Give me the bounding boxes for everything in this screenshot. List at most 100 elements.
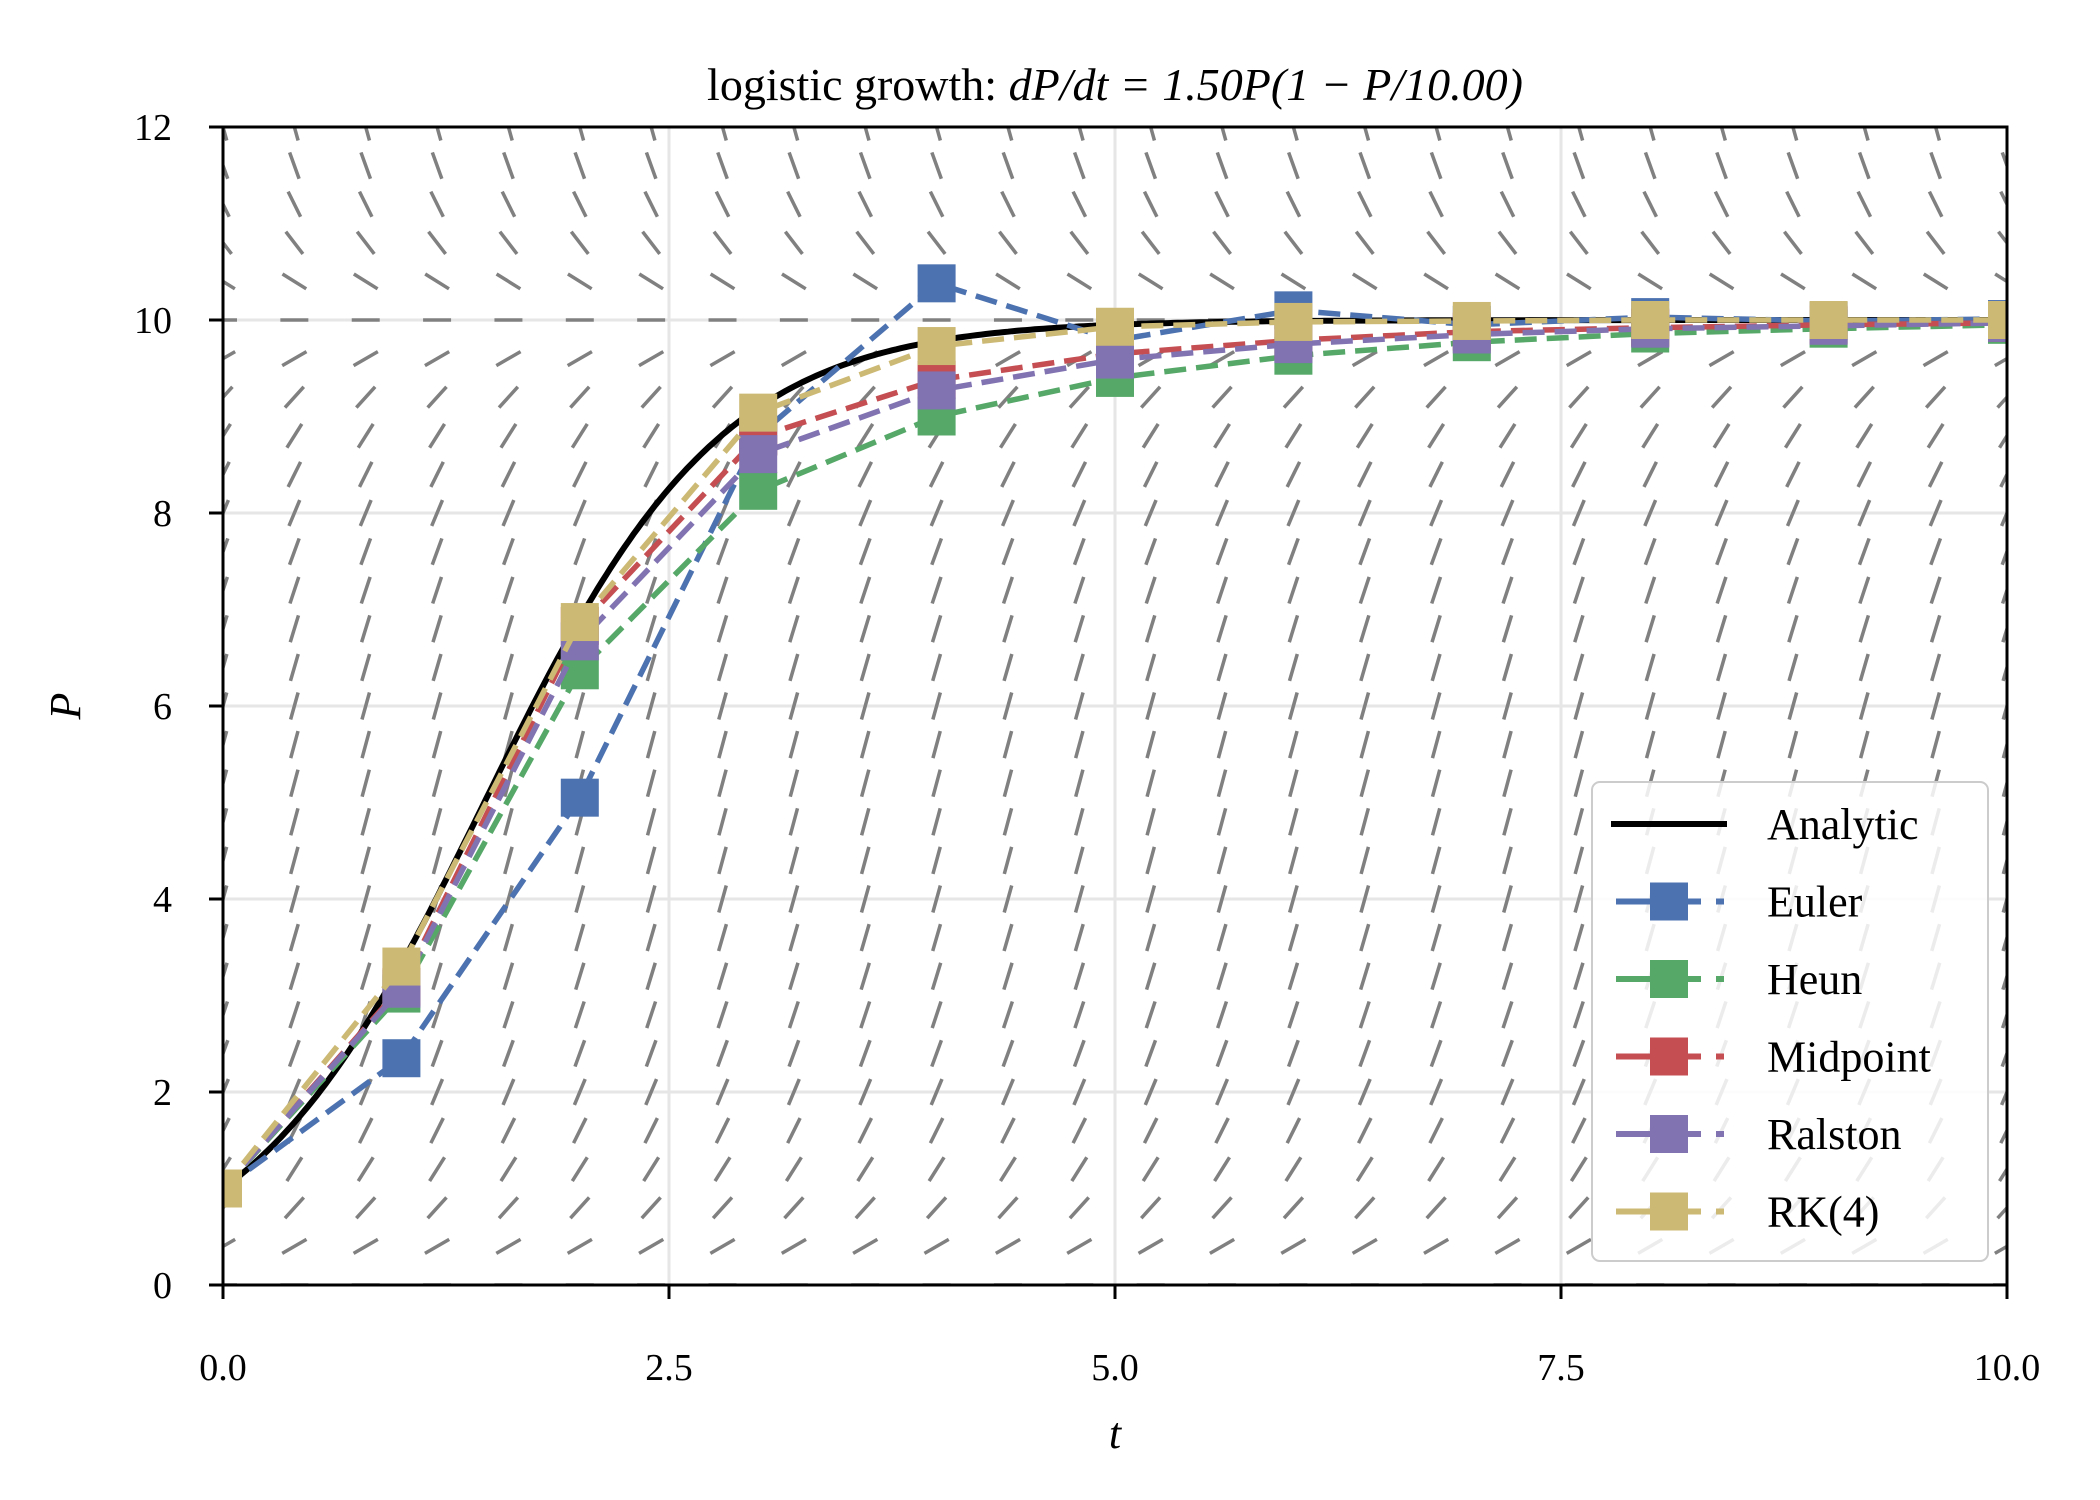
slope-segment <box>1565 1237 1592 1255</box>
slope-segment <box>1002 730 1014 759</box>
slope-segment <box>717 730 728 759</box>
slope-segment <box>1072 1039 1086 1068</box>
y-tick-label: 12 <box>134 107 172 149</box>
legend-label: Ralston <box>1767 1110 1901 1159</box>
slope-segment <box>1430 576 1443 605</box>
slope-segment <box>287 499 302 527</box>
data-point <box>223 1169 242 1208</box>
slope-segment <box>645 846 657 875</box>
slope-segment <box>1930 692 1942 720</box>
slope-segment <box>1644 730 1656 759</box>
slope-segment <box>283 385 306 409</box>
slope-segment <box>1642 190 1658 218</box>
slope-segment <box>1145 653 1157 682</box>
slope-segment <box>1213 423 1231 449</box>
slope-segment <box>1929 537 1943 566</box>
slope-segment <box>223 499 230 518</box>
slope-segment <box>1356 190 1373 218</box>
slope-segment <box>1216 653 1228 682</box>
slope-segment <box>431 1000 444 1029</box>
slope-segment <box>1216 692 1228 720</box>
slope-segment <box>1358 614 1371 643</box>
slope-segment <box>426 1196 448 1220</box>
slope-segment <box>928 1117 945 1144</box>
slope-segment <box>1713 461 1730 488</box>
slope-segment <box>714 190 731 218</box>
slope-segment <box>1429 151 1443 180</box>
slope-segment <box>1501 1039 1514 1068</box>
slope-segment <box>1287 576 1300 605</box>
slope-segment <box>787 1039 801 1068</box>
slope-segment <box>1930 653 1942 682</box>
slope-segment <box>858 537 872 566</box>
slope-segment <box>352 350 379 368</box>
slope-segment <box>1999 1087 2007 1106</box>
legend-marker <box>1650 1115 1688 1153</box>
slope-segment <box>1216 885 1228 913</box>
slope-segment <box>1213 1156 1231 1182</box>
slope-segment <box>1857 499 1872 527</box>
slope-segment <box>781 272 807 291</box>
slope-segment <box>645 807 657 836</box>
slope-segment <box>360 730 372 759</box>
slope-segment <box>1357 499 1372 527</box>
slope-segment <box>223 653 229 674</box>
slope-segment <box>223 1000 230 1021</box>
slope-segment <box>569 385 591 409</box>
slope-segment <box>1359 885 1371 913</box>
slope-segment <box>495 1237 522 1255</box>
slope-segment <box>1209 272 1235 291</box>
slope-segment <box>1143 499 1158 527</box>
slope-segment <box>283 1196 306 1220</box>
slope-segment <box>1145 769 1156 798</box>
data-point <box>1274 302 1313 341</box>
slope-segment <box>1211 1196 1233 1220</box>
slope-segment <box>859 730 871 759</box>
slope-segment <box>223 614 229 635</box>
slope-segment <box>645 923 657 952</box>
slope-segment <box>1569 1156 1588 1182</box>
slope-segment <box>1351 1237 1378 1255</box>
slope-segment <box>2001 661 2007 682</box>
slope-segment <box>431 692 443 720</box>
slope-segment <box>784 1156 803 1182</box>
slope-segment <box>1288 769 1299 798</box>
slope-segment <box>857 461 874 488</box>
slope-segment <box>574 962 586 991</box>
slope-segment <box>1928 499 1943 527</box>
slope-segment <box>223 239 233 255</box>
slope-segment <box>430 1078 445 1106</box>
slope-segment <box>288 576 301 605</box>
data-point <box>917 264 956 303</box>
slope-segment <box>1285 190 1302 218</box>
slope-segment <box>223 127 229 141</box>
slope-segment <box>1429 537 1443 566</box>
slope-segment <box>1787 692 1799 720</box>
slope-segment <box>780 1237 807 1255</box>
slope-segment <box>1357 1078 1372 1106</box>
slope-segment <box>1711 230 1732 255</box>
slope-segment <box>1783 423 1802 449</box>
slope-segment <box>640 1196 662 1220</box>
slope-segment <box>1072 151 1086 180</box>
slope-segment <box>285 423 304 449</box>
slope-segment <box>1073 846 1085 875</box>
slope-segment <box>1002 846 1014 875</box>
slope-segment <box>566 350 593 368</box>
slope-segment <box>1356 461 1373 488</box>
slope-segment <box>223 1237 237 1249</box>
slope-segment <box>1425 385 1447 409</box>
slope-segment <box>570 1156 589 1182</box>
slope-segment <box>930 1039 944 1068</box>
slope-segment <box>1071 461 1088 488</box>
slope-segment <box>1571 190 1587 218</box>
slope-segment <box>431 614 443 643</box>
slope-segment <box>859 923 871 952</box>
slope-segment <box>1073 923 1085 952</box>
slope-segment <box>788 614 800 643</box>
slope-segment <box>497 1196 520 1220</box>
slope-segment <box>859 846 871 875</box>
slope-segment <box>289 846 300 875</box>
y-axis-label: P <box>41 693 90 721</box>
legend-label: RK(4) <box>1767 1188 1879 1237</box>
